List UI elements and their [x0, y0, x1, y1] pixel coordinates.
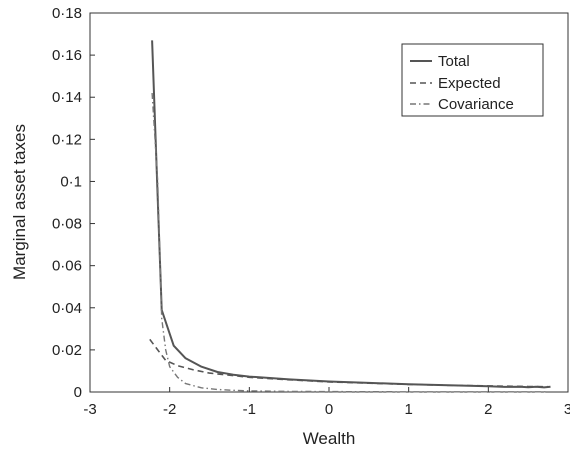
y-tick-label: 0·02 — [52, 342, 82, 359]
x-tick-label: 3 — [564, 401, 570, 418]
y-tick-label: 0·16 — [52, 47, 82, 64]
series-line-covariance — [151, 92, 549, 393]
y-tick-label: 0·12 — [52, 131, 82, 148]
x-tick-label: -2 — [163, 401, 176, 418]
y-tick-label: 0·08 — [52, 216, 82, 233]
series-layer — [149, 40, 551, 393]
legend-label-expected: Expected — [438, 75, 501, 92]
y-tick-label: 0·04 — [52, 300, 82, 317]
x-tick-label: 2 — [484, 401, 492, 418]
x-tick-label: -3 — [83, 401, 96, 418]
y-tick-label: 0·14 — [52, 89, 82, 106]
y-tick-label: 0·1 — [60, 173, 82, 190]
legend-box — [401, 43, 544, 117]
y-axis: 0 0·02 0·04 0·06 0·08 0·1 0·12 0·14 0·16 0·18 — [52, 5, 95, 401]
y-tick-label: 0·18 — [52, 5, 82, 22]
legend-label-covariance: Covariance — [438, 96, 514, 113]
y-tick-label: 0·06 — [52, 258, 82, 275]
x-axis-title: Wealth — [303, 429, 356, 448]
x-tick-label: 1 — [404, 401, 412, 418]
legend: Total Expected Covariance — [401, 43, 544, 117]
legend-label-total: Total — [438, 53, 470, 70]
x-tick-label: 0 — [325, 401, 333, 418]
series-line-expected — [149, 338, 549, 388]
y-axis-title: Marginal asset taxes — [10, 124, 29, 280]
x-tick-label: -1 — [243, 401, 256, 418]
y-tick-label: 0 — [74, 384, 82, 401]
x-axis: -3 -2 -1 0 1 2 3 — [83, 387, 570, 418]
